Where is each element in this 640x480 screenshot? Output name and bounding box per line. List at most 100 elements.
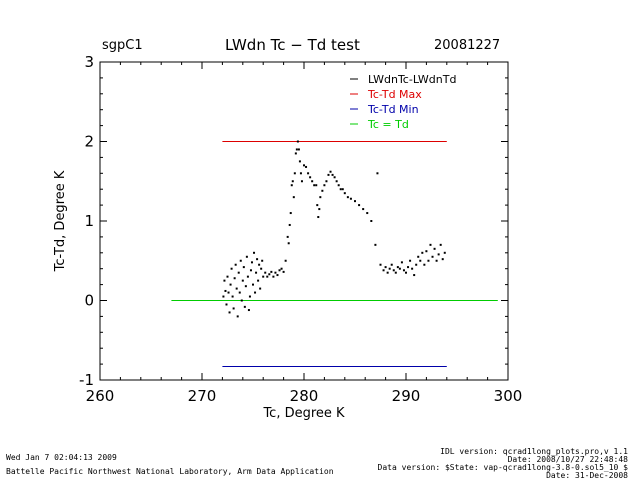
scatter-point: [258, 263, 261, 266]
legend-label: LWdnTc-LWdnTd: [368, 73, 456, 86]
scatter-point: [230, 267, 233, 270]
scatter-point: [227, 291, 230, 294]
scatter-point: [270, 270, 273, 273]
scatter-point: [242, 266, 245, 269]
legend-label: Tc = Td: [367, 118, 409, 131]
scatter-point: [264, 271, 267, 274]
scatter-point: [318, 208, 321, 211]
scatter-point: [231, 295, 234, 298]
scatter-point: [234, 263, 237, 266]
scatter-point: [317, 216, 320, 219]
scatter-point: [266, 275, 269, 278]
scatter-point: [382, 269, 385, 272]
scatter-point: [437, 253, 440, 256]
scatter-point: [331, 173, 334, 176]
scatter-point: [298, 160, 301, 163]
scatter-point: [233, 277, 236, 280]
scatter-point: [443, 251, 446, 254]
scatter-point: [290, 184, 293, 187]
plot-frame: [99, 61, 509, 381]
scatter-point: [224, 289, 227, 292]
scatter-point: [284, 259, 287, 262]
scatter-point: [292, 196, 295, 199]
scatter-point: [307, 172, 310, 175]
scatter-point: [402, 269, 405, 272]
scatter-point: [303, 164, 305, 167]
scatter-point: [441, 258, 444, 261]
scatter-point: [427, 259, 430, 262]
scatter-point: [411, 267, 414, 270]
scatter-point: [405, 271, 407, 274]
x-tick-label: 260: [86, 387, 115, 405]
x-tick-label: 280: [290, 387, 319, 405]
y-tick-label: 3: [84, 53, 94, 71]
scatter-point: [232, 307, 235, 310]
scatter-point: [407, 266, 410, 269]
scatter-point: [260, 267, 263, 270]
scatter-point: [247, 309, 250, 312]
scatter-point: [252, 283, 254, 286]
scatter-point: [413, 274, 416, 277]
scatter-point: [439, 243, 442, 246]
date-label: 20081227: [434, 38, 501, 53]
scatter-point: [423, 263, 426, 266]
scatter-point: [339, 188, 342, 191]
scatter-point: [409, 259, 412, 262]
chart-title: LWdn Tc − Td test: [225, 36, 360, 54]
scatter-point: [286, 235, 289, 238]
scatter-point: [433, 247, 436, 250]
scatter-point: [379, 263, 382, 266]
scatter-point: [305, 165, 308, 168]
scatter-point: [257, 279, 260, 282]
scatter-point: [229, 283, 232, 286]
scatter-point: [297, 148, 300, 151]
scatter-point: [376, 172, 379, 175]
scatter-point: [225, 303, 228, 306]
scatter-point: [293, 172, 296, 175]
scatter-point: [319, 196, 322, 199]
scatter-point: [388, 267, 391, 270]
y-tick-label: 0: [84, 292, 94, 310]
scatter-point: [254, 291, 257, 294]
scatter-point: [238, 291, 241, 294]
scatter-point: [235, 287, 238, 290]
scatter-point: [349, 197, 352, 200]
scatter-point: [236, 315, 239, 318]
scatter-point: [288, 223, 291, 226]
scatter-point: [316, 204, 319, 207]
scatter-point: [417, 255, 420, 258]
scatter-point: [323, 184, 326, 187]
scatter-point: [278, 269, 281, 272]
scatter-point: [429, 243, 432, 246]
scatter-point: [400, 261, 403, 264]
scatter-point: [337, 184, 340, 187]
scatter-point: [335, 180, 338, 183]
legend-label: Tc-Td Max: [367, 88, 422, 101]
footer-idl-version: IDL version: qcrad1long_plots.pro,v 1.1: [440, 447, 628, 456]
scatter-point: [396, 266, 399, 269]
scatter-point: [256, 258, 259, 261]
scatter-point: [435, 259, 438, 262]
scatter-point: [374, 243, 377, 246]
footer-run-time: Wed Jan 7 02:04:13 2009: [6, 453, 117, 462]
scatter-point: [239, 259, 242, 262]
scatter-point: [354, 200, 356, 203]
scatter-point: [241, 279, 244, 282]
scatter-point: [291, 180, 294, 183]
scatter-point: [343, 192, 346, 195]
scatter-point: [346, 196, 349, 199]
scatter-point: [315, 184, 318, 187]
scatter-point: [386, 271, 389, 274]
scatter-point: [228, 311, 231, 314]
y-tick-label: -1: [79, 371, 94, 389]
scatter-point: [274, 271, 277, 274]
scatter-point: [246, 275, 249, 278]
scatter-point: [390, 263, 393, 266]
y-tick-label: 1: [84, 212, 94, 230]
footer-institution: Battelle Pacific Northwest National Labo…: [6, 467, 334, 476]
scatter-point: [255, 271, 258, 274]
legend-label: Tc-Td Min: [367, 103, 419, 116]
scatter-point: [295, 148, 298, 151]
y-axis-label: Tc-Td, Degree K: [53, 170, 68, 272]
scatter-point: [268, 273, 271, 276]
